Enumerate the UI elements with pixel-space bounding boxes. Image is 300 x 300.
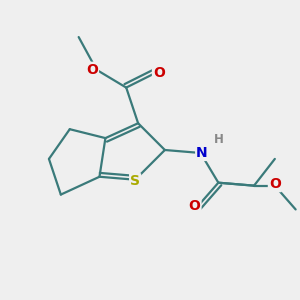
Text: H: H: [213, 133, 223, 146]
Text: O: O: [189, 200, 200, 214]
Text: S: S: [130, 174, 140, 188]
Text: O: O: [269, 177, 281, 191]
Text: N: N: [196, 146, 208, 160]
Text: O: O: [153, 66, 165, 80]
Text: O: O: [86, 63, 98, 77]
